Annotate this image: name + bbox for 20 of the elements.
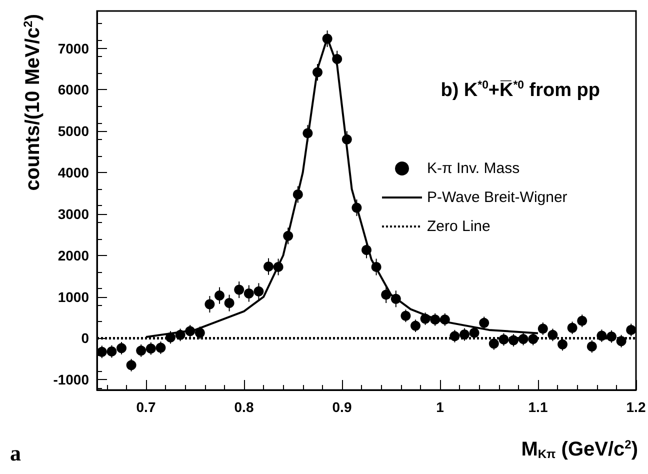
y-tick-label: 7000 (58, 40, 90, 56)
x-tick-label: 1.1 (528, 399, 548, 415)
x-tick-label: 1.2 (626, 399, 646, 415)
y-tick-label: 1000 (58, 288, 90, 305)
y-tick-label: 2000 (58, 247, 90, 264)
y-tick-label: 4000 (58, 164, 90, 181)
x-tick-label: 0.7 (136, 399, 156, 415)
x-tick-label: 0.9 (332, 399, 352, 415)
y-tick-label: -1000 (53, 372, 90, 388)
x-tick-label: 1 (436, 399, 444, 415)
y-tick-label: 3000 (58, 206, 90, 222)
y-axis-title: counts/(10 MeV/c2) (21, 14, 44, 191)
y-tick-label: 6000 (58, 82, 90, 98)
legend-label: Zero Line (427, 218, 490, 235)
text: a (10, 440, 21, 466)
legend-label: P-Wave Breit-Wigner (427, 189, 568, 206)
y-tick-label: 5000 (58, 123, 90, 140)
legend-label: K-π Inv. Mass (427, 160, 520, 177)
x-tick-label: 0.8 (234, 399, 254, 415)
y-tick-label: 0 (81, 330, 90, 346)
